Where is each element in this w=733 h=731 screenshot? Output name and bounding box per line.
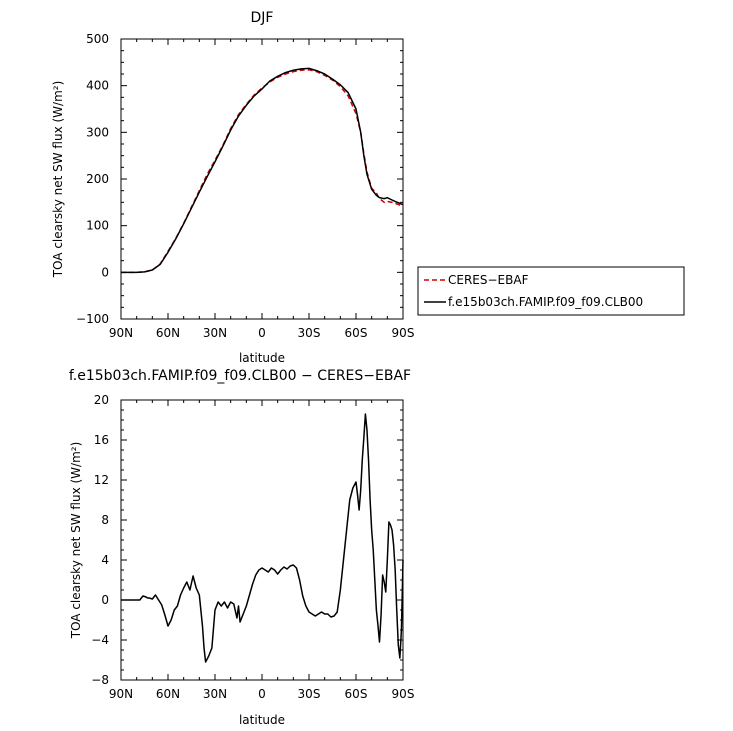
bottom-x-tick-label: 60S xyxy=(345,687,368,701)
top-x-tick-label: 30S xyxy=(298,326,321,340)
bottom-y-tick-label: −8 xyxy=(91,673,109,687)
top-axis-ticks: 90N 60N 30N 0 30S 60S 90S −100 0 100 200 300 400 500 xyxy=(76,32,414,340)
top-series-line-0 xyxy=(121,69,404,274)
top-y-tick-label: 300 xyxy=(86,125,109,139)
bottom-axis-ticks: 90N 60N 30N 0 30S 60S 90S −8 −4 0 4 8 12 16 20 xyxy=(91,393,414,701)
bottom-x-tick-label: 60N xyxy=(156,687,180,701)
bottom-y-tick-label: 0 xyxy=(101,593,109,607)
top-x-tick-label: 30N xyxy=(203,326,227,340)
top-y-tick-label: −100 xyxy=(76,312,109,326)
bottom-x-tick-label: 30S xyxy=(298,687,321,701)
top-series-line-1 xyxy=(121,67,404,274)
bottom-chart: f.e15b03ch.FAMIP.f09_f09.CLB00 − CERES−E… xyxy=(69,368,415,727)
top-y-axis-label: TOA clearsky net SW flux (W/m²) xyxy=(51,81,65,279)
top-chart-title: DJF xyxy=(251,10,274,26)
top-x-tick-label: 60S xyxy=(345,326,368,340)
legend-label-model: f.e15b03ch.FAMIP.f09_f09.CLB00 xyxy=(448,295,643,309)
top-y-tick-label: 400 xyxy=(86,79,109,93)
bottom-y-tick-label: 8 xyxy=(101,513,109,527)
bottom-y-tick-label: 12 xyxy=(94,473,109,487)
bottom-y-tick-label: 20 xyxy=(94,393,109,407)
bottom-y-tick-label: 4 xyxy=(101,553,109,567)
top-y-tick-label: 100 xyxy=(86,219,109,233)
legend: CERES−EBAF f.e15b03ch.FAMIP.f09_f09.CLB0… xyxy=(417,266,685,316)
top-x-tick-label: 0 xyxy=(258,326,266,340)
top-y-tick-label: 500 xyxy=(86,32,109,46)
bottom-x-tick-label: 0 xyxy=(258,687,266,701)
bottom-x-axis-label: latitude xyxy=(239,713,285,727)
bottom-x-tick-label: 90S xyxy=(392,687,415,701)
bottom-y-axis-label: TOA clearsky net SW flux (W/m²) xyxy=(69,442,83,640)
bottom-x-tick-label: 90N xyxy=(109,687,133,701)
top-series-group xyxy=(121,67,404,274)
bottom-chart-title: f.e15b03ch.FAMIP.f09_f09.CLB00 − CERES−E… xyxy=(69,368,411,384)
top-chart: DJF 90N 60N 30N 0 30S 60S 90S −100 0 100 200 300 400… xyxy=(51,10,414,365)
top-x-tick-label: 60N xyxy=(156,326,180,340)
top-x-tick-label: 90S xyxy=(392,326,415,340)
bottom-series-group xyxy=(121,413,404,663)
top-x-axis-label: latitude xyxy=(239,351,285,365)
bottom-series-line-0 xyxy=(121,413,404,663)
bottom-y-tick-label: −4 xyxy=(91,633,109,647)
top-x-tick-label: 90N xyxy=(109,326,133,340)
top-y-tick-label: 0 xyxy=(101,265,109,279)
top-plot-frame xyxy=(120,38,404,320)
bottom-y-tick-label: 16 xyxy=(94,433,109,447)
top-y-tick-label: 200 xyxy=(86,172,109,186)
legend-box xyxy=(417,266,685,316)
legend-label-ceres: CERES−EBAF xyxy=(448,273,529,287)
bottom-plot-frame xyxy=(120,399,404,681)
bottom-x-tick-label: 30N xyxy=(203,687,227,701)
